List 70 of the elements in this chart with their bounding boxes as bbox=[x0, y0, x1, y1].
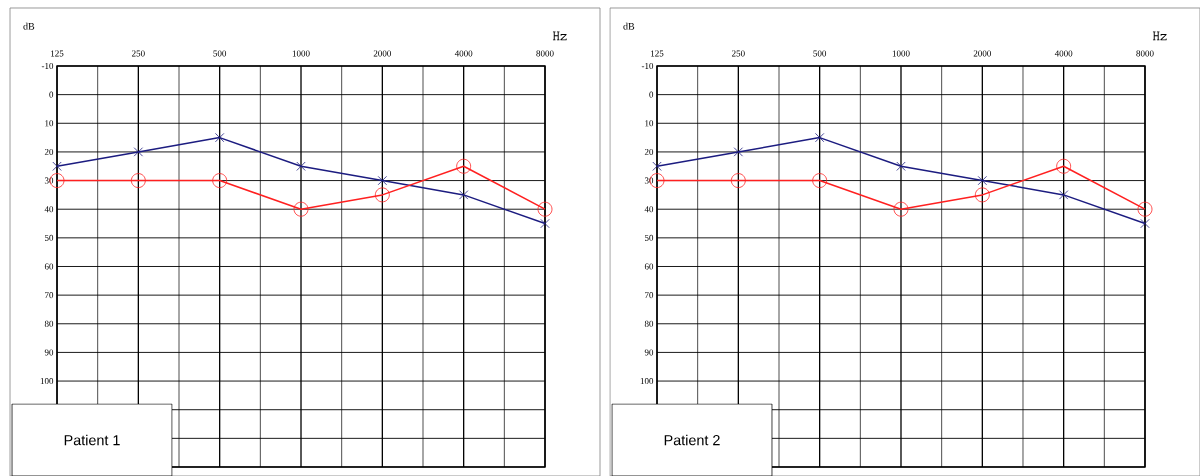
point bbox=[293, 201, 309, 217]
point bbox=[130, 173, 146, 188]
x-axis-title: Hz bbox=[552, 31, 567, 41]
y-tick-label: 40 bbox=[44, 206, 54, 213]
y-tick-label: 10 bbox=[45, 120, 54, 127]
point bbox=[893, 201, 909, 217]
y-tick-label: 0 bbox=[649, 91, 654, 98]
y-tick-label: 100 bbox=[640, 378, 654, 385]
x-tick-label: 8000 bbox=[1136, 50, 1154, 57]
y-tick-label: 30 bbox=[644, 177, 654, 184]
point bbox=[456, 158, 472, 174]
point bbox=[733, 147, 743, 157]
y-tick-label: 90 bbox=[644, 349, 654, 356]
annotation: Patient 1 bbox=[64, 434, 120, 446]
x-tick-label: 1000 bbox=[892, 50, 910, 57]
x-tick-label: 2000 bbox=[973, 50, 991, 57]
y-tick-label: 0 bbox=[49, 91, 54, 98]
point bbox=[212, 173, 228, 188]
x-tick-label: 2000 bbox=[373, 50, 391, 57]
point bbox=[815, 132, 825, 143]
point bbox=[977, 175, 987, 186]
x-tick-label: 250 bbox=[731, 50, 745, 57]
x-axis-title: Hz bbox=[1152, 31, 1167, 41]
x-tick-label: 500 bbox=[813, 50, 827, 57]
y-tick-label: 60 bbox=[44, 263, 54, 270]
y-tick-label: -10 bbox=[41, 62, 54, 70]
x-tick-label: 4000 bbox=[1054, 50, 1073, 57]
point bbox=[133, 147, 143, 157]
x-tick-label: 4000 bbox=[454, 50, 473, 57]
point bbox=[540, 218, 550, 229]
y-tick-label: 90 bbox=[44, 349, 54, 356]
y-tick-label: 10 bbox=[645, 120, 654, 127]
point bbox=[52, 161, 62, 171]
point bbox=[459, 190, 469, 200]
point bbox=[537, 201, 553, 217]
y-tick-label: -10 bbox=[641, 62, 654, 70]
x-tick-label: 8000 bbox=[536, 50, 554, 57]
x-tick-label: 1000 bbox=[292, 50, 310, 57]
y-tick-label: 80 bbox=[644, 320, 654, 327]
y-tick-label: 70 bbox=[645, 292, 654, 299]
x-tick-label: 125 bbox=[651, 50, 664, 57]
point bbox=[1059, 190, 1069, 200]
point bbox=[296, 161, 306, 171]
point bbox=[1140, 218, 1150, 229]
y-axis-title: dB bbox=[623, 22, 635, 30]
annotation: Patient 2 bbox=[664, 434, 720, 446]
y-tick-label: 40 bbox=[644, 206, 654, 213]
y-tick-label: 60 bbox=[644, 263, 654, 270]
point bbox=[215, 132, 225, 143]
y-axis-title: dB bbox=[23, 22, 35, 30]
y-tick-label: 70 bbox=[45, 292, 54, 299]
y-tick-label: 20 bbox=[44, 148, 54, 155]
point bbox=[374, 187, 390, 203]
point bbox=[974, 187, 990, 203]
x-tick-label: 500 bbox=[213, 50, 227, 57]
point bbox=[652, 161, 662, 171]
x-tick-label: 250 bbox=[131, 50, 145, 57]
y-tick-label: 100 bbox=[40, 378, 54, 385]
y-tick-label: 30 bbox=[44, 177, 54, 184]
y-tick-label: 50 bbox=[644, 234, 654, 241]
y-tick-label: 20 bbox=[644, 148, 654, 155]
point bbox=[730, 173, 746, 188]
point bbox=[896, 161, 906, 171]
y-tick-label: 80 bbox=[44, 320, 54, 327]
x-tick-label: 125 bbox=[51, 50, 64, 57]
point bbox=[1137, 201, 1153, 217]
point bbox=[377, 175, 387, 186]
point bbox=[1056, 158, 1072, 174]
y-tick-label: 50 bbox=[45, 234, 54, 241]
point bbox=[812, 173, 828, 188]
